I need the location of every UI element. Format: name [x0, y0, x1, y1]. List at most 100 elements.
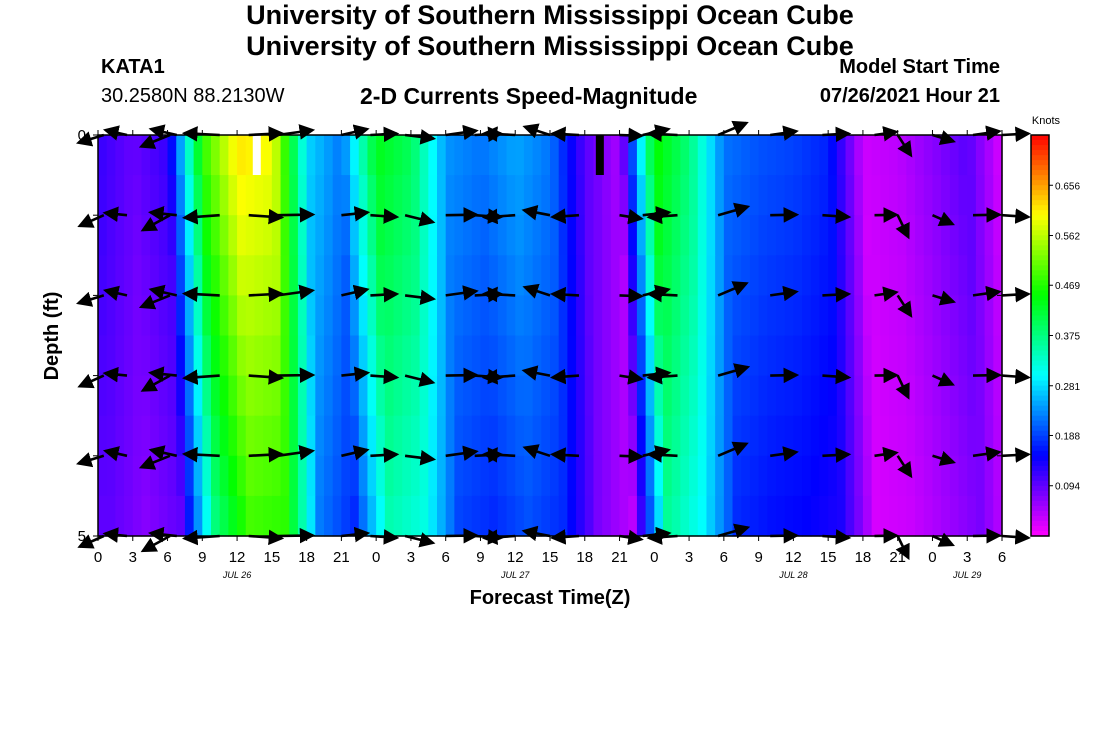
heatmap-cell	[558, 455, 568, 497]
colorbar-segment	[1031, 425, 1049, 432]
colorbar-segment	[1031, 335, 1049, 342]
heatmap-cell	[793, 335, 803, 377]
heatmap-cell	[306, 495, 316, 537]
heatmap-cell	[245, 495, 256, 537]
heatmap-cell	[715, 135, 725, 176]
footer-title: University of Southern Mississippi Ocean…	[246, 31, 854, 61]
current-vector	[341, 124, 370, 140]
heatmap-cell	[393, 375, 403, 417]
heatmap-cell	[645, 335, 655, 377]
x-tick-label: 6	[163, 549, 171, 566]
heatmap-cell	[619, 335, 629, 377]
heatmap-cell	[219, 455, 229, 497]
heatmap-cell	[280, 175, 290, 216]
colorbar-segment	[1031, 305, 1049, 312]
heatmap-cell	[211, 255, 221, 296]
current-vector	[822, 286, 852, 303]
heatmap-cell	[767, 335, 777, 377]
heatmap-cell	[497, 255, 508, 296]
heatmap-cell	[350, 295, 360, 337]
heatmap-cell	[793, 175, 803, 216]
heatmap-cell	[941, 495, 951, 537]
current-vector	[896, 134, 913, 158]
heatmap-cell	[923, 415, 934, 457]
heatmap-cell	[497, 455, 508, 497]
heatmap-cell	[776, 175, 786, 216]
heatmap-cell	[297, 335, 308, 377]
heatmap-cell	[784, 495, 794, 537]
heatmap-cell	[941, 415, 951, 457]
heatmap-cell	[993, 215, 1003, 256]
heatmap-cell	[367, 175, 377, 216]
colorbar-segment	[1031, 475, 1049, 482]
current-vector	[370, 368, 400, 385]
heatmap-cell	[636, 135, 647, 176]
x-tick-label: 0	[928, 549, 936, 566]
heatmap-cell	[967, 175, 977, 216]
heatmap-cell	[454, 135, 464, 176]
heatmap-cell	[506, 295, 516, 337]
current-vector	[972, 207, 1002, 223]
heatmap-cell	[897, 415, 907, 457]
heatmap-cell	[610, 335, 621, 377]
heatmap-cell	[897, 375, 907, 417]
heatmap-cell	[358, 215, 369, 256]
heatmap-cell	[324, 255, 334, 296]
current-vector	[822, 208, 852, 224]
heatmap-cell	[254, 495, 264, 537]
heatmap-cell	[115, 375, 125, 417]
heatmap-cell	[880, 175, 890, 216]
heatmap-cell	[889, 455, 899, 497]
heatmap-cell	[602, 415, 612, 457]
heatmap-cell	[141, 135, 151, 176]
heatmap-cell	[810, 455, 821, 497]
heatmap-cell	[749, 375, 760, 417]
heatmap-cell	[211, 335, 221, 377]
heatmap-cell	[949, 255, 960, 296]
heatmap-cell	[671, 255, 681, 296]
heatmap-cell	[176, 335, 186, 377]
heatmap-cell	[193, 135, 203, 176]
heatmap-cell	[211, 375, 221, 417]
colorbar-segment	[1031, 530, 1049, 537]
heatmap-cell	[663, 375, 673, 417]
heatmap-cell	[324, 375, 334, 417]
heatmap-cell	[932, 415, 942, 457]
heatmap-cell	[949, 495, 960, 537]
heatmap-cell	[749, 335, 760, 377]
heatmap-cell	[297, 295, 308, 337]
heatmap-cell	[141, 215, 151, 256]
heatmap-cell	[975, 215, 986, 256]
heatmap-cell	[654, 415, 664, 457]
heatmap-cell	[124, 455, 134, 497]
heatmap-cell	[219, 375, 229, 417]
heatmap-cell	[532, 215, 542, 256]
heatmap-cell	[358, 375, 369, 417]
heatmap-cell	[576, 255, 586, 296]
heatmap-cell	[393, 175, 403, 216]
heatmap-cell	[497, 215, 508, 256]
heatmap-cell	[271, 375, 282, 417]
x-tick-label: 6	[998, 549, 1006, 566]
heatmap-cell	[628, 335, 638, 377]
heatmap-cell	[115, 295, 125, 337]
heatmap-cell	[515, 255, 525, 296]
heatmap-cell	[958, 495, 968, 537]
heatmap-cell	[576, 175, 586, 216]
heatmap-cell	[489, 175, 499, 216]
heatmap-cell	[271, 495, 282, 537]
heatmap-cell	[741, 135, 751, 176]
heatmap-cell	[350, 415, 360, 457]
current-vector	[277, 367, 316, 384]
heatmap-cell	[706, 215, 716, 256]
heatmap-cell	[619, 295, 629, 337]
heatmap-cell	[915, 135, 925, 176]
heatmap-cell	[306, 375, 316, 417]
heatmap-cell	[636, 255, 647, 296]
heatmap-cell	[254, 455, 264, 497]
colorbar-segment	[1031, 485, 1049, 492]
heatmap-cell	[880, 255, 890, 296]
heatmap-cell	[150, 135, 160, 176]
heatmap-cell	[98, 295, 108, 337]
heatmap-cell	[915, 375, 925, 417]
